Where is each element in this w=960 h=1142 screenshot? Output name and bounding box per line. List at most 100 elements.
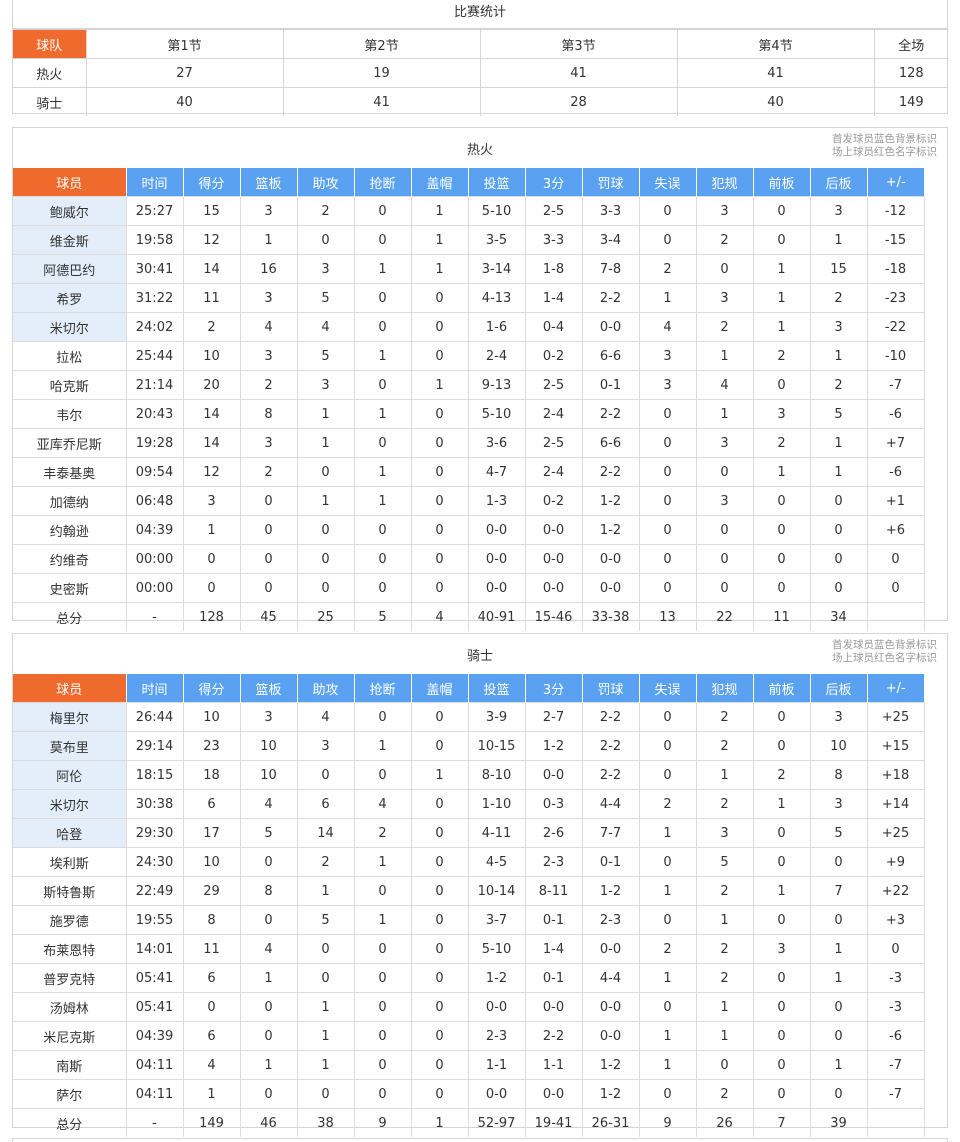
column-header: 前板 bbox=[753, 674, 811, 703]
stat-cell: 19:55 bbox=[125, 905, 184, 935]
stat-cell: 4 bbox=[638, 312, 697, 342]
column-header: 篮板 bbox=[240, 168, 298, 197]
stat-cell: 2 bbox=[695, 876, 754, 906]
total-label: 总分 bbox=[13, 1108, 127, 1137]
stat-cell: 18:15 bbox=[125, 760, 184, 790]
stat-cell: 0 bbox=[410, 1050, 469, 1080]
stat-cell: 0-0 bbox=[467, 1079, 526, 1109]
total-label: 总分 bbox=[13, 602, 127, 631]
stat-cell: 1 bbox=[695, 341, 754, 371]
stat-cell: 0 bbox=[410, 1021, 469, 1051]
stat-cell: 3 bbox=[239, 428, 298, 458]
stat-cell: +1 bbox=[866, 486, 925, 516]
stat-cell: 1 bbox=[410, 370, 469, 400]
player-row: 丰泰基奥 09:54 12 2 0 1 0 4-7 2-4 2-2 0 0 1 1 -6 bbox=[13, 457, 925, 487]
stat-cell: 0 bbox=[296, 1079, 355, 1109]
stat-cell: 1 bbox=[695, 905, 754, 935]
stat-cell: 3 bbox=[752, 934, 811, 964]
column-header-row: 球员 时间 得分 篮板 助攻 抢断 盖帽 投篮 3分 罚球 失误 犯规 前板 后板 +/- bbox=[13, 168, 924, 197]
total-cell bbox=[866, 1108, 925, 1137]
stat-cell: 2-4 bbox=[524, 399, 583, 429]
stat-cell: 0 bbox=[638, 573, 697, 603]
stat-cell: 0 bbox=[239, 573, 298, 603]
stat-cell: 14 bbox=[182, 428, 241, 458]
team-total-row: 总分 -149 46 38 9 1 52-97 19-41 26-31 9 26 7 39 bbox=[13, 1108, 925, 1137]
stat-cell: 1 bbox=[410, 760, 469, 790]
total-cell: 22 bbox=[695, 602, 754, 631]
stat-cell: 3 bbox=[695, 283, 754, 313]
stat-cell: 2 bbox=[695, 312, 754, 342]
stat-cell: 0-4 bbox=[524, 312, 583, 342]
stat-cell: 2 bbox=[809, 283, 868, 313]
stat-cell: 2-2 bbox=[581, 731, 640, 761]
stat-cell: 0 bbox=[353, 702, 412, 732]
stat-cell: 6-6 bbox=[581, 428, 640, 458]
player-row: 埃利斯 24:30 10 0 2 1 0 4-5 2-3 0-1 0 5 0 0 +9 bbox=[13, 847, 925, 877]
player-row: 希罗 31:22 11 3 5 0 0 4-13 1-4 2-2 1 3 1 2 -23 bbox=[13, 283, 925, 313]
stat-cell: 4 bbox=[296, 702, 355, 732]
stat-cell: 0 bbox=[752, 1021, 811, 1051]
stat-cell: 8 bbox=[809, 760, 868, 790]
stat-cell: 1 bbox=[752, 254, 811, 284]
stat-cell: 8-10 bbox=[467, 760, 526, 790]
column-header: 球员 bbox=[13, 674, 127, 703]
stat-cell: 5-10 bbox=[467, 399, 526, 429]
player-row: 拉松 25:44 10 3 5 1 0 2-4 0-2 6-6 3 1 2 1 -10 bbox=[13, 341, 925, 371]
stat-cell: 0-0 bbox=[524, 992, 583, 1022]
stat-cell: 0 bbox=[239, 847, 298, 877]
score-cell-total: 128 bbox=[873, 58, 948, 88]
stat-cell: 1 bbox=[638, 1050, 697, 1080]
stat-cell: 0 bbox=[752, 847, 811, 877]
stat-cell: -7 bbox=[866, 370, 925, 400]
player-row: 斯特鲁斯 22:49 29 8 1 0 0 10-14 8-11 1-2 1 2 1 7 +22 bbox=[13, 876, 925, 906]
score-row-heat: 热火 27 19 41 41 128 bbox=[13, 58, 948, 88]
column-header: 投篮 bbox=[468, 674, 526, 703]
total-cell bbox=[866, 602, 925, 631]
stat-cell: 0 bbox=[410, 544, 469, 574]
stat-cell: 8 bbox=[239, 876, 298, 906]
stat-cell: 0 bbox=[809, 847, 868, 877]
stat-cell: 21:14 bbox=[125, 370, 184, 400]
stat-cell: 2 bbox=[695, 934, 754, 964]
stat-cell: 0 bbox=[353, 1050, 412, 1080]
stat-cell: 20:43 bbox=[125, 399, 184, 429]
stat-cell: 0 bbox=[752, 573, 811, 603]
stat-cell: 0-0 bbox=[581, 1021, 640, 1051]
score-cell: 41 bbox=[479, 58, 678, 88]
stat-cell: 2-4 bbox=[467, 341, 526, 371]
column-header: +/- bbox=[867, 674, 924, 703]
stat-cell: 0 bbox=[410, 573, 469, 603]
stat-cell: -23 bbox=[866, 283, 925, 313]
next-panel-edge bbox=[12, 1138, 948, 1142]
stat-cell: 2 bbox=[239, 457, 298, 487]
stat-cell: 0 bbox=[410, 818, 469, 848]
stat-cell: 1 bbox=[638, 963, 697, 993]
stat-cell: 0 bbox=[410, 702, 469, 732]
stat-cell: 0 bbox=[296, 544, 355, 574]
column-header: +/- bbox=[867, 168, 924, 197]
player-row: 阿伦 18:15 18 10 0 0 1 8-10 0-0 2-2 0 1 2 8 +18 bbox=[13, 760, 925, 790]
column-header: 失误 bbox=[639, 168, 697, 197]
stat-cell: 24:30 bbox=[125, 847, 184, 877]
total-cell: 26-31 bbox=[581, 1108, 640, 1137]
stat-cell: 0 bbox=[638, 731, 697, 761]
column-header: 罚球 bbox=[582, 168, 640, 197]
stat-cell: 1 bbox=[752, 876, 811, 906]
stat-cell: 0 bbox=[239, 992, 298, 1022]
stat-cell: 0 bbox=[638, 905, 697, 935]
legend-oncourt-text: 场上球员红色名字标识 bbox=[832, 146, 937, 158]
legend-starter-text: 首发球员蓝色背景标识 bbox=[832, 133, 937, 145]
stat-cell: 5-10 bbox=[467, 196, 526, 226]
stat-cell: 3 bbox=[695, 486, 754, 516]
stat-cell: 0 bbox=[752, 370, 811, 400]
player-name: 埃利斯 bbox=[13, 847, 127, 877]
player-name: 加德纳 bbox=[13, 486, 127, 516]
score-cell: 19 bbox=[282, 58, 481, 88]
stat-cell: 0-0 bbox=[467, 573, 526, 603]
stat-cell: 1-2 bbox=[581, 1079, 640, 1109]
stat-cell: 0-0 bbox=[524, 573, 583, 603]
stat-cell: 0 bbox=[638, 847, 697, 877]
stat-cell: 6 bbox=[296, 789, 355, 819]
stat-cell: 2 bbox=[695, 731, 754, 761]
stat-cell: 0-0 bbox=[524, 544, 583, 574]
